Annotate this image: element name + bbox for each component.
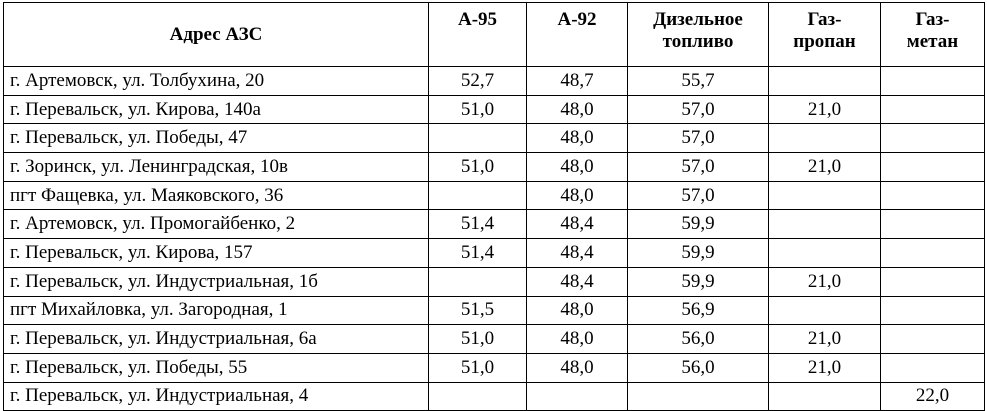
address-cell: г. Артемовск, ул. Промогайбенко, 2 — [3, 209, 429, 240]
price-cell: 51,0 — [428, 352, 527, 383]
table-row: г. Перевальск, ул. Победы, 55 51,0 48,0 56,… — [3, 352, 985, 383]
price-cell — [880, 66, 985, 96]
price-cell: 51,0 — [428, 324, 527, 354]
table-row: г. Перевальск, ул. Победы, 47 48,0 57,0 — [3, 123, 985, 154]
price-cell — [880, 123, 985, 154]
price-cell: 55,7 — [627, 66, 769, 96]
table-body: г. Артемовск, ул. Толбухина, 20 52,7 48,7 5… — [3, 66, 985, 411]
address-cell: г. Зоринск, ул. Ленинградская, 10в — [3, 152, 429, 182]
price-cell — [428, 381, 527, 411]
table-row: г. Перевальск, ул. Кирова, 140а 51,0 48,0 5… — [3, 94, 985, 125]
price-cell: 59,9 — [627, 238, 769, 268]
header-cell: Газ- метан — [880, 2, 985, 67]
price-cell: 48,4 — [526, 266, 628, 297]
price-cell: 56,0 — [627, 324, 769, 354]
price-cell — [627, 381, 769, 411]
price-cell: 48,0 — [526, 352, 628, 383]
price-cell — [768, 238, 881, 268]
price-cell: 56,0 — [627, 352, 769, 383]
price-cell — [880, 152, 985, 182]
price-cell: 51,4 — [428, 209, 527, 240]
fuel-price-table: Адрес АЗС А-95 А-92 Дизельное топливо Газ- п… — [3, 2, 985, 411]
price-cell: 48,0 — [526, 94, 628, 125]
table-row: г. Перевальск, ул. Индустриальная, 4 22,0 — [3, 381, 985, 411]
price-cell — [768, 295, 881, 326]
price-cell: 57,0 — [627, 180, 769, 211]
address-cell: г. Перевальск, ул. Индустриальная, 4 — [3, 381, 429, 411]
header-cell: А-92 — [526, 2, 628, 67]
price-cell: 52,7 — [428, 66, 527, 96]
price-cell — [768, 123, 881, 154]
price-cell — [768, 381, 881, 411]
price-cell: 48,0 — [526, 180, 628, 211]
price-cell: 59,9 — [627, 209, 769, 240]
address-cell: г. Перевальск, ул. Кирова, 140а — [3, 94, 429, 125]
header-cell: А-95 — [428, 2, 527, 67]
price-cell — [880, 209, 985, 240]
price-cell: 51,4 — [428, 238, 527, 268]
table-row: г. Артемовск, ул. Промогайбенко, 2 51,4 48… — [3, 209, 985, 240]
address-cell: пгт Фащевка, ул. Маяковского, 36 — [3, 180, 429, 211]
price-cell: 57,0 — [627, 94, 769, 125]
price-cell — [768, 66, 881, 96]
price-cell: 21,0 — [768, 352, 881, 383]
price-cell: 59,9 — [627, 266, 769, 297]
price-cell: 21,0 — [768, 324, 881, 354]
price-cell: 48,0 — [526, 324, 628, 354]
price-cell: 51,5 — [428, 295, 527, 326]
price-cell: 48,0 — [526, 152, 628, 182]
price-cell: 56,9 — [627, 295, 769, 326]
price-cell: 57,0 — [627, 123, 769, 154]
header-row: Адрес АЗС А-95 А-92 Дизельное топливо Газ- п… — [3, 2, 985, 67]
address-cell: г. Перевальск, ул. Кирова, 157 — [3, 238, 429, 268]
table-row: г. Перевальск, ул. Индустриальная, 1б 48,… — [3, 266, 985, 297]
price-cell — [880, 238, 985, 268]
header-cell: Дизельное топливо — [627, 2, 769, 67]
table-row: г. Перевальск, ул. Кирова, 157 51,4 48,4 59… — [3, 238, 985, 268]
price-cell — [880, 352, 985, 383]
price-cell: 21,0 — [768, 152, 881, 182]
price-cell — [428, 266, 527, 297]
address-cell: г. Артемовск, ул. Толбухина, 20 — [3, 66, 429, 96]
price-cell: 51,0 — [428, 94, 527, 125]
price-cell — [768, 209, 881, 240]
table-row: пгт Фащевка, ул. Маяковского, 36 48,0 57,0 — [3, 180, 985, 211]
price-cell — [880, 266, 985, 297]
price-cell: 21,0 — [768, 266, 881, 297]
header-cell: Адрес АЗС — [3, 2, 429, 67]
price-cell: 48,0 — [526, 123, 628, 154]
address-cell: пгт Михайловка, ул. Загородная, 1 — [3, 295, 429, 326]
address-cell: г. Перевальск, ул. Индустриальная, 1б — [3, 266, 429, 297]
price-cell — [880, 295, 985, 326]
price-cell: 48,0 — [526, 295, 628, 326]
address-cell: г. Перевальск, ул. Победы, 55 — [3, 352, 429, 383]
table-row: г. Артемовск, ул. Толбухина, 20 52,7 48,7 5… — [3, 66, 985, 96]
price-cell: 48,4 — [526, 238, 628, 268]
price-cell — [880, 94, 985, 125]
price-cell — [768, 180, 881, 211]
price-cell — [526, 381, 628, 411]
table-row: пгт Михайловка, ул. Загородная, 1 51,5 48,… — [3, 295, 985, 326]
price-cell — [880, 180, 985, 211]
price-cell — [428, 180, 527, 211]
header-cell: Газ- пропан — [768, 2, 881, 67]
address-cell: г. Перевальск, ул. Победы, 47 — [3, 123, 429, 154]
price-cell — [880, 324, 985, 354]
price-cell: 22,0 — [880, 381, 985, 411]
table-row: г. Зоринск, ул. Ленинградская, 10в 51,0 48… — [3, 152, 985, 182]
price-cell: 57,0 — [627, 152, 769, 182]
address-cell: г. Перевальск, ул. Индустриальная, 6а — [3, 324, 429, 354]
price-cell — [428, 123, 527, 154]
price-cell: 48,7 — [526, 66, 628, 96]
price-cell: 21,0 — [768, 94, 881, 125]
price-cell: 51,0 — [428, 152, 527, 182]
price-cell: 48,4 — [526, 209, 628, 240]
table-row: г. Перевальск, ул. Индустриальная, 6а 51,… — [3, 324, 985, 354]
